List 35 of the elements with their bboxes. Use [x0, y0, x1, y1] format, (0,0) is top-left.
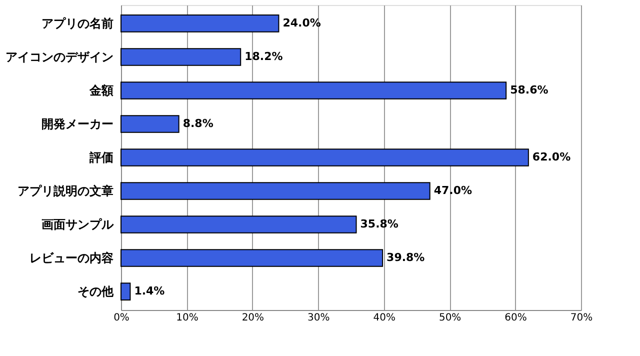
data-label: 47.0%: [434, 184, 472, 198]
x-tick-label: 60%: [504, 312, 527, 324]
y-tick-label: レビューの内容: [30, 251, 114, 266]
bar: [120, 14, 280, 32]
data-label: 58.6%: [510, 83, 548, 96]
bar: [120, 182, 430, 200]
bar: [120, 82, 507, 100]
x-tick-label: 10%: [176, 312, 198, 324]
data-label: 1.4%: [134, 284, 165, 298]
x-tick-label: 0%: [114, 312, 130, 324]
bar: [120, 115, 180, 133]
bar: [120, 148, 529, 166]
data-label: 8.8%: [182, 116, 214, 130]
x-tick-label: 70%: [570, 312, 593, 324]
x-tick-label: 20%: [242, 312, 264, 324]
data-label: 18.2%: [244, 50, 283, 63]
x-tick-label: 30%: [308, 312, 330, 324]
x-tick-label: 40%: [373, 312, 396, 324]
bar: [120, 48, 242, 66]
y-tick-label: その他: [78, 284, 114, 299]
data-label: 35.8%: [360, 218, 398, 231]
y-tick-label: 金額: [88, 83, 114, 98]
y-tick-label: 開発メーカー: [42, 116, 114, 131]
x-tick-label: 50%: [438, 312, 462, 324]
data-label: 62.0%: [532, 150, 571, 164]
data-label: 39.8%: [386, 251, 425, 264]
y-tick-label: アプリの名前: [42, 16, 114, 30]
bar: [120, 249, 384, 267]
y-tick-label: 評価: [88, 150, 114, 164]
y-tick-label: アプリ説明の文章: [18, 184, 114, 198]
bar: [120, 216, 357, 234]
y-tick-label: 画面サンプル: [42, 218, 114, 232]
data-label: 24.0%: [282, 16, 321, 30]
bar: [120, 282, 131, 300]
y-tick-label: アイコンのデザイン: [6, 50, 114, 64]
